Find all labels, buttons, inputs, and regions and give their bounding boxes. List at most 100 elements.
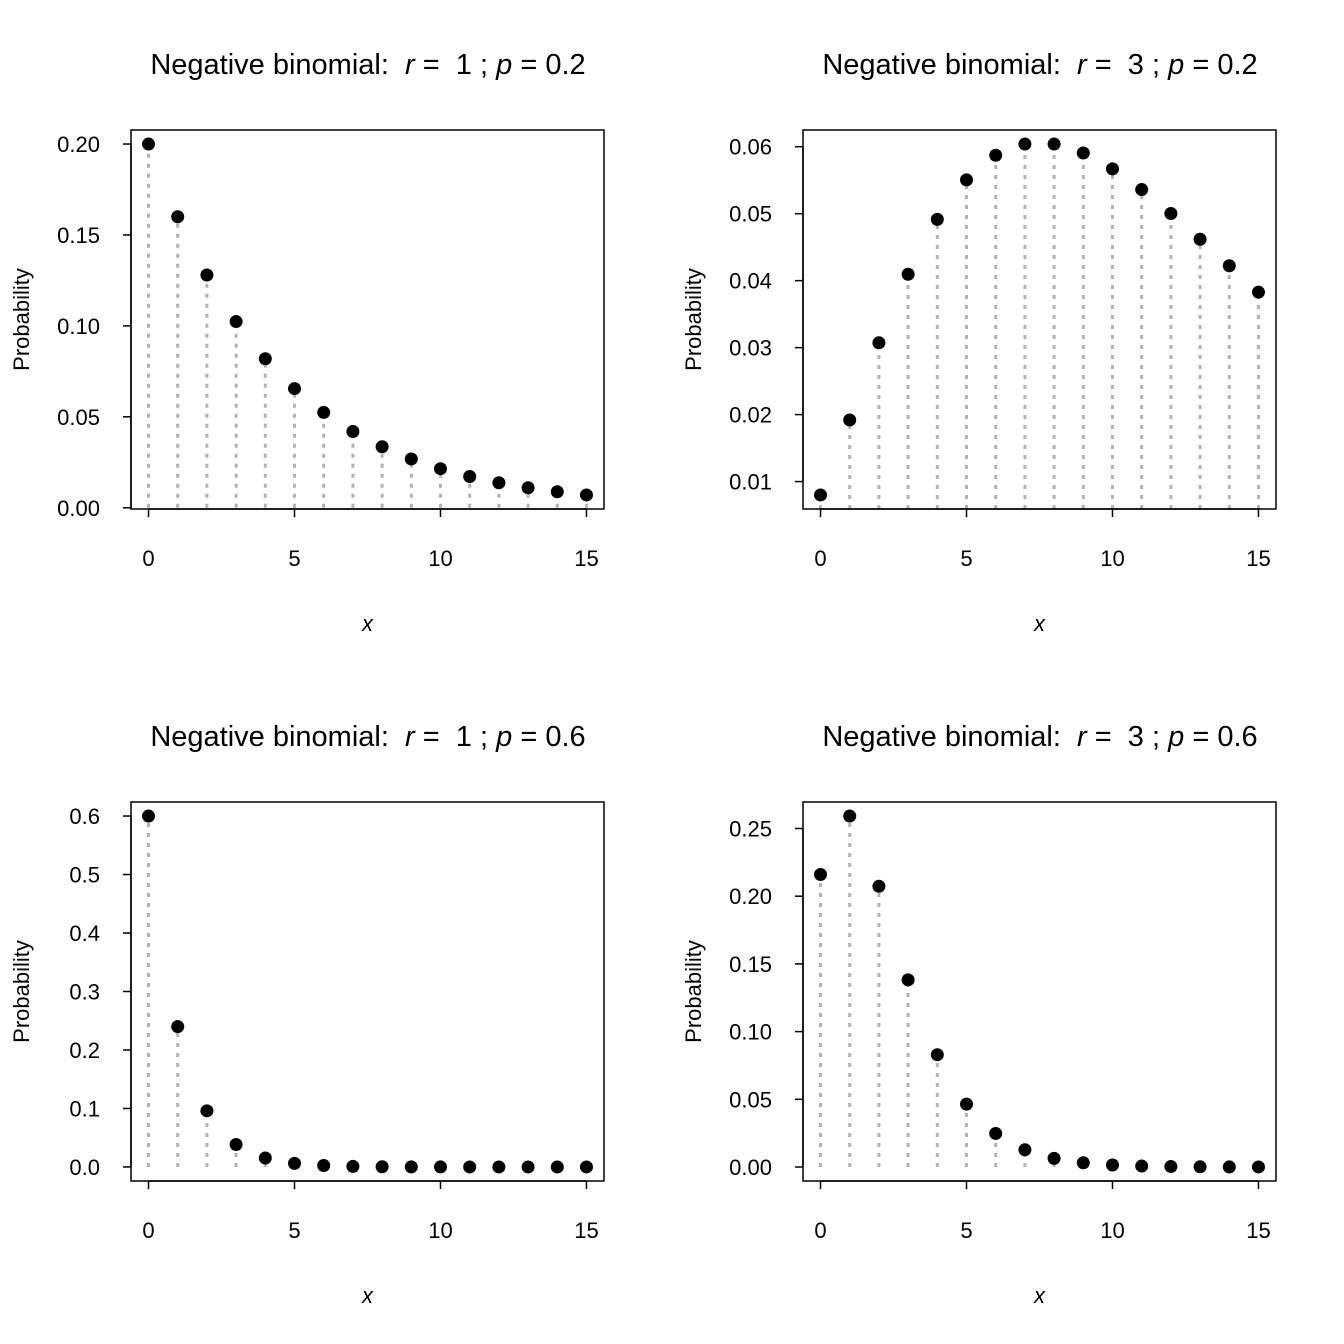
data-point — [1047, 1151, 1061, 1165]
data-point — [433, 462, 447, 476]
data-point — [989, 148, 1003, 162]
data-point — [579, 488, 593, 502]
panel-2: 0 5 10 15 0.01 0.02 0.03 0.04 0.05 0.06 x Probabili… — [681, 49, 1277, 636]
data-point — [960, 1097, 974, 1111]
data-point — [258, 352, 272, 366]
data-point — [1105, 1158, 1119, 1172]
data-point — [1076, 1156, 1090, 1170]
data-point — [1222, 1160, 1236, 1174]
y-tick-label: 0.3 — [69, 980, 100, 1005]
data-point — [550, 485, 564, 499]
x-axis-label: x — [1033, 611, 1046, 636]
plot-box — [802, 129, 1277, 510]
x-axis-label: x — [1033, 1283, 1046, 1308]
y-tick-label: 0.00 — [57, 496, 100, 521]
x-tick-label: 10 — [428, 1218, 452, 1243]
y-axis-label: Probability — [681, 268, 706, 371]
data-point — [1076, 146, 1090, 160]
data-point — [1222, 259, 1236, 273]
data-point — [843, 809, 857, 823]
data-point — [346, 424, 360, 438]
y-tick-label: 0.20 — [729, 884, 772, 909]
data-point — [346, 1159, 360, 1173]
title-part: = 0.6 — [512, 721, 585, 753]
data-point — [288, 1156, 302, 1170]
title-part: r — [405, 721, 416, 753]
data-point — [229, 315, 243, 329]
data-point — [814, 868, 828, 882]
data-point — [200, 268, 214, 282]
x-axis-label: x — [361, 611, 374, 636]
data-point — [579, 1160, 593, 1174]
x-tick-label: 15 — [574, 1218, 598, 1243]
data-point — [463, 1160, 477, 1174]
y-tick-label: 0.10 — [57, 314, 100, 339]
title-part: p — [1167, 721, 1184, 753]
y-tick-label: 0.01 — [729, 470, 772, 495]
x-tick-label: 5 — [288, 1218, 300, 1243]
title-part: p — [495, 49, 512, 81]
y-tick-label: 0.03 — [729, 336, 772, 361]
data-point — [1164, 206, 1178, 220]
x-tick-label: 0 — [142, 1218, 154, 1243]
data-point — [288, 382, 302, 396]
title-part: Negative binomial: — [150, 49, 405, 81]
x-tick-label: 10 — [428, 546, 452, 571]
x-tick-label: 5 — [288, 546, 300, 571]
chart-title: Negative binomial: r = 3 ; p = 0.2 — [822, 49, 1257, 81]
y-tick-label: 0.02 — [729, 403, 772, 428]
plot-box — [130, 129, 605, 510]
plot-box — [802, 801, 1277, 1182]
data-point — [171, 1020, 185, 1034]
y-tick-label: 0.05 — [729, 1087, 772, 1112]
data-point — [1047, 137, 1061, 151]
data-point — [1193, 232, 1207, 246]
plot-box — [130, 801, 605, 1182]
title-part: = 3 ; — [1087, 49, 1168, 81]
data-point — [317, 1159, 331, 1173]
title-part: = 3 ; — [1087, 721, 1168, 753]
x-tick-label: 5 — [960, 546, 972, 571]
y-tick-label: 0.05 — [57, 405, 100, 430]
data-point — [872, 879, 886, 893]
x-axis-label: x — [361, 1283, 374, 1308]
title-part: = 0.6 — [1184, 721, 1257, 753]
y-tick-label: 0.10 — [729, 1020, 772, 1045]
x-tick-label: 0 — [814, 546, 826, 571]
x-tick-label: 10 — [1100, 1218, 1124, 1243]
data-point — [1251, 1160, 1265, 1174]
data-point — [872, 336, 886, 350]
data-point — [142, 809, 156, 823]
data-point — [492, 1160, 506, 1174]
data-point — [1164, 1160, 1178, 1174]
data-point — [814, 488, 828, 502]
y-axis-label: Probability — [681, 940, 706, 1043]
title-part: = 1 ; — [415, 49, 496, 81]
data-point — [375, 1160, 389, 1174]
title-part: = 0.2 — [512, 49, 585, 81]
data-point — [930, 212, 944, 226]
x-tick-label: 5 — [960, 1218, 972, 1243]
title-part: p — [495, 721, 512, 753]
data-point — [142, 137, 156, 151]
y-tick-label: 0.2 — [69, 1038, 100, 1063]
y-axis-label: Probability — [9, 268, 34, 371]
title-part: Negative binomial: — [822, 721, 1077, 753]
data-point — [1193, 1160, 1207, 1174]
data-point — [1105, 162, 1119, 176]
title-part: r — [1077, 49, 1088, 81]
y-tick-label: 0.00 — [729, 1155, 772, 1180]
y-tick-label: 0.6 — [69, 804, 100, 829]
data-point — [433, 1160, 447, 1174]
data-point — [1018, 137, 1032, 151]
panel-4: 0 5 10 15 0.00 0.05 0.10 0.15 0.20 0.25 x Probabili… — [681, 721, 1277, 1308]
data-point — [171, 210, 185, 224]
data-point — [463, 470, 477, 484]
data-point — [930, 1048, 944, 1062]
data-point — [492, 476, 506, 490]
x-tick-label: 0 — [142, 546, 154, 571]
y-tick-label: 0.0 — [69, 1155, 100, 1180]
y-tick-label: 0.20 — [57, 132, 100, 157]
y-tick-label: 0.1 — [69, 1096, 100, 1121]
